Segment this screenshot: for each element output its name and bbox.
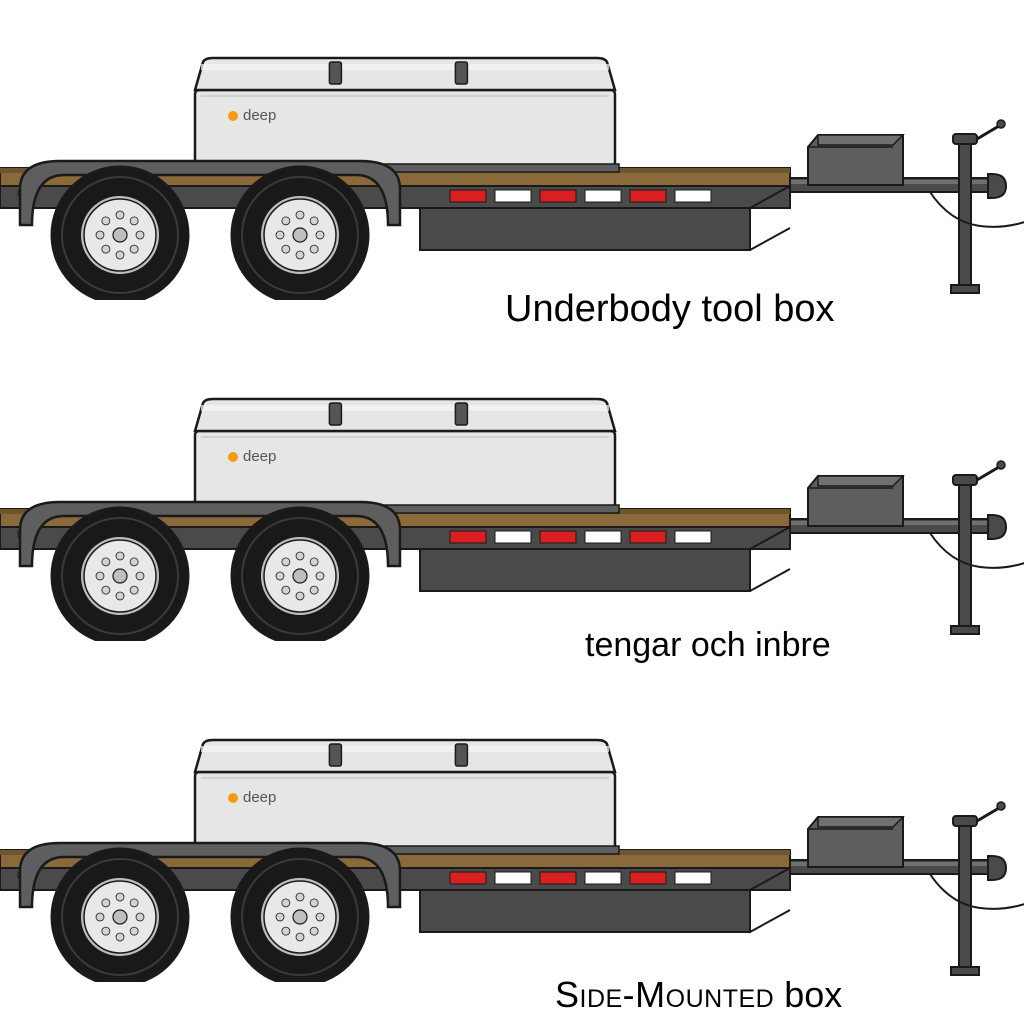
trailer-panel-1: deep tengar och inbre bbox=[0, 341, 1024, 682]
trailer-panel-0: deep Underbody tool box bbox=[0, 0, 1024, 341]
trailer-panel-2: deep Side-Mounted box bbox=[0, 682, 1024, 1023]
panel-caption: Underbody tool box bbox=[505, 288, 835, 331]
svg-text:deep: deep bbox=[243, 789, 276, 806]
svg-text:deep: deep bbox=[243, 448, 276, 465]
panel-caption: tengar och inbre bbox=[585, 626, 831, 665]
svg-text:deep: deep bbox=[243, 107, 276, 124]
panel-caption: Side-Mounted box bbox=[555, 974, 842, 1016]
